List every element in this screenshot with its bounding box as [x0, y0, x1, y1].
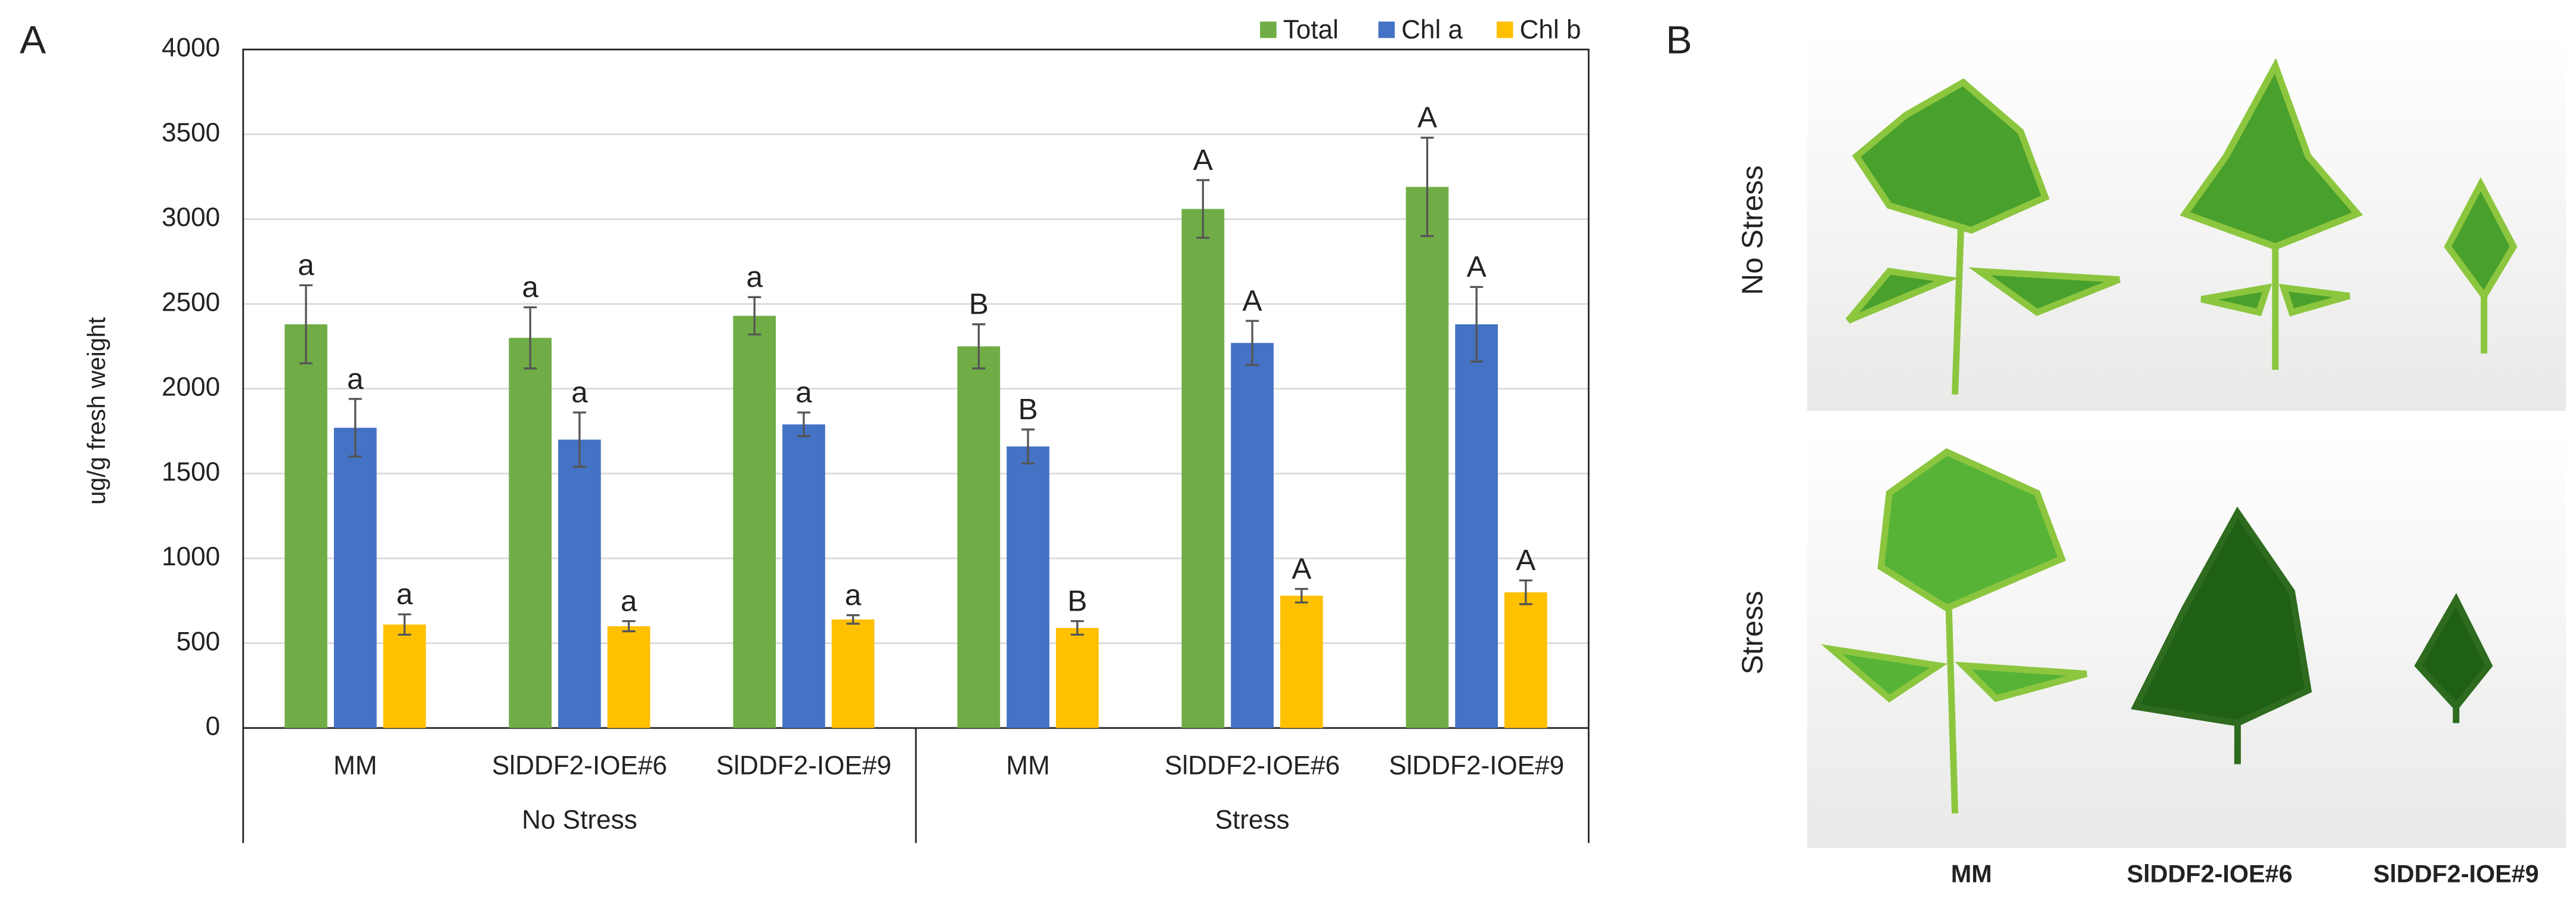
- legend-label: Chl b: [1519, 15, 1581, 44]
- error-bar: [622, 620, 636, 633]
- y-tick-label: 1500: [162, 457, 220, 487]
- bar: [831, 619, 875, 728]
- error-bar: [299, 284, 313, 364]
- y-tick-label: 3500: [162, 118, 220, 147]
- bar: [284, 324, 327, 728]
- legend-label: Chl a: [1401, 15, 1463, 44]
- significance-letter: a: [298, 248, 314, 281]
- significance-letter: a: [522, 270, 538, 304]
- significance-letter: a: [845, 578, 862, 611]
- y-tick-label: 4000: [162, 33, 220, 63]
- error-bar: [1519, 579, 1532, 605]
- column-label: SlDDF2-IOE#6: [2127, 860, 2293, 888]
- panel-label: A: [20, 18, 46, 62]
- bar: [782, 424, 825, 728]
- significance-letter: A: [1417, 101, 1437, 134]
- bar: [1231, 343, 1274, 728]
- y-tick-label: 0: [206, 711, 221, 741]
- significance-letter: a: [795, 376, 812, 409]
- legend-label: Total: [1283, 15, 1339, 44]
- group-label: Stress: [1215, 806, 1290, 835]
- error-bar: [748, 296, 761, 336]
- error-bar: [797, 411, 810, 438]
- y-axis-label: ug/g fresh weight: [83, 317, 110, 504]
- significance-letter: a: [397, 577, 413, 611]
- panel-label: B: [1666, 18, 1692, 62]
- column-label: SlDDF2-IOE#9: [2373, 860, 2539, 888]
- y-tick-label: 2500: [162, 287, 220, 317]
- leaf-drawings: [1820, 58, 2518, 814]
- significance-letter: A: [1193, 143, 1213, 177]
- error-bar: [524, 306, 537, 370]
- significance-letter: a: [746, 260, 763, 293]
- error-bar: [1470, 286, 1484, 363]
- error-bar: [1070, 620, 1084, 636]
- error-bar: [1420, 137, 1434, 237]
- bar: [957, 346, 1001, 728]
- legend-swatch: [1378, 21, 1395, 38]
- y-tick-label: 1000: [162, 542, 220, 571]
- significance-letter: A: [1467, 250, 1487, 283]
- bar: [1181, 209, 1225, 728]
- significance-letter: a: [621, 584, 637, 617]
- error-bar: [572, 411, 586, 468]
- bar: [383, 624, 426, 728]
- error-bar: [1246, 320, 1259, 366]
- error-bar: [1021, 428, 1035, 465]
- bar: [558, 439, 601, 728]
- legend-swatch: [1260, 21, 1277, 38]
- significance-letter: A: [1292, 552, 1311, 585]
- legend-swatch: [1496, 21, 1513, 38]
- bar: [509, 338, 552, 728]
- bar: [1504, 592, 1547, 728]
- bar: [1405, 187, 1449, 728]
- significance-letter: B: [1067, 584, 1087, 617]
- row-label: Stress: [1736, 591, 1769, 675]
- x-tick-label: MM: [1006, 751, 1049, 781]
- significance-letter: a: [571, 376, 588, 409]
- x-tick-label: SlDDF2-IOE#9: [716, 751, 891, 781]
- significance-letter: a: [347, 362, 364, 395]
- bar: [1055, 628, 1099, 728]
- error-bar: [1196, 179, 1210, 239]
- significance-letter: B: [1018, 392, 1038, 426]
- bar: [1455, 324, 1498, 728]
- significance-letter: A: [1516, 543, 1535, 577]
- error-bar: [398, 613, 411, 636]
- error-bar: [846, 614, 860, 625]
- x-tick-label: SlDDF2-IOE#6: [1165, 751, 1340, 781]
- bar: [733, 315, 776, 728]
- error-bar: [1295, 587, 1308, 604]
- photo: [1807, 36, 2566, 411]
- x-tick-label: MM: [333, 751, 377, 781]
- bar: [1007, 446, 1049, 728]
- column-label: MM: [1951, 860, 1992, 888]
- group-label: No Stress: [522, 806, 637, 835]
- bar: [1280, 595, 1323, 728]
- bar: [333, 428, 377, 728]
- y-tick-label: 3000: [162, 203, 220, 232]
- bar: [607, 626, 651, 728]
- error-bar: [972, 323, 986, 370]
- x-tick-label: SlDDF2-IOE#9: [1389, 751, 1564, 781]
- significance-letter: A: [1243, 284, 1262, 317]
- y-tick-label: 2000: [162, 373, 220, 402]
- significance-letter: B: [969, 287, 989, 321]
- row-label: No Stress: [1736, 165, 1769, 295]
- x-tick-label: SlDDF2-IOE#6: [492, 751, 667, 781]
- error-bar: [348, 398, 362, 458]
- y-tick-label: 500: [177, 627, 221, 656]
